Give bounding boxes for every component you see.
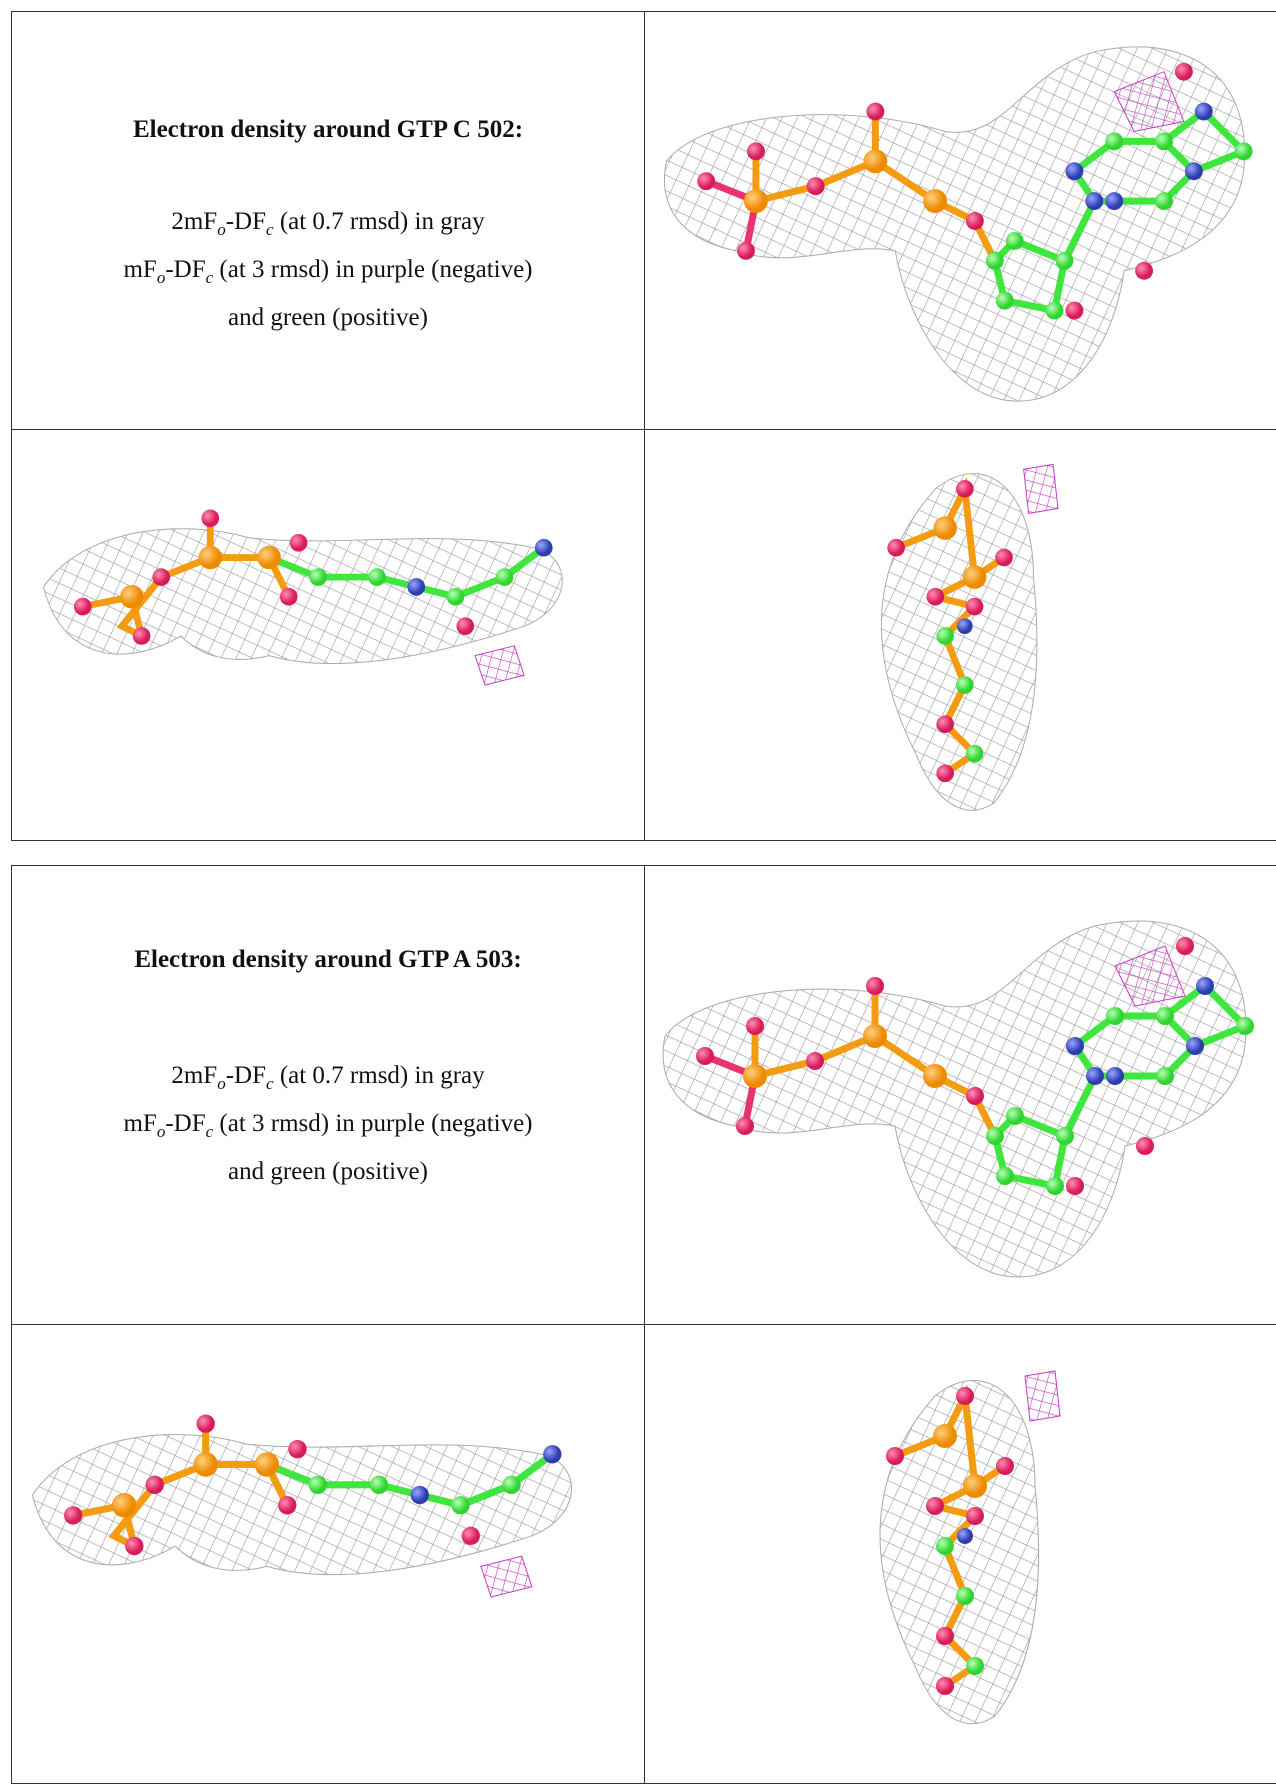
image-cell [11, 1324, 645, 1784]
text: c [266, 1074, 274, 1093]
panel-title: Electron density around GTP C 502: [12, 116, 644, 144]
image-cell [644, 11, 1276, 430]
legend-line: 2mFo-DFc (at 0.7 rmsd) in gray [12, 202, 644, 250]
legend: 2mFo-DFc (at 0.7 rmsd) in gray mFo-DFc (… [12, 202, 644, 338]
density-image [12, 430, 642, 840]
density-image [645, 430, 1263, 840]
legend-line: and green (positive) [12, 1152, 644, 1192]
legend: 2mFo-DFc (at 0.7 rmsd) in gray mFo-DFc (… [12, 1056, 644, 1192]
legend-line: mFo-DFc (at 3 rmsd) in purple (negative) [12, 1104, 644, 1152]
text-cell: Electron density around GTP C 502: 2mFo-… [11, 11, 645, 430]
text: (at 0.7 rmsd) in gray [274, 208, 485, 235]
text: 2mF [171, 1062, 217, 1089]
text: -DF [165, 256, 205, 283]
image-cell [644, 429, 1276, 841]
density-image [645, 12, 1263, 428]
density-image [645, 866, 1263, 1324]
image-cell [644, 865, 1276, 1325]
text: -DF [165, 1110, 205, 1137]
text: and green (positive) [228, 1158, 428, 1185]
text: (at 0.7 rmsd) in gray [274, 1062, 485, 1089]
density-image [12, 1325, 642, 1765]
text: 2mF [171, 208, 217, 235]
legend-line: mFo-DFc (at 3 rmsd) in purple (negative) [12, 250, 644, 298]
text-cell: Electron density around GTP A 503: 2mFo-… [11, 865, 645, 1325]
panel-title: Electron density around GTP A 503: [12, 946, 644, 974]
text: o [217, 1074, 226, 1093]
text: c [266, 220, 274, 239]
legend-line: and green (positive) [12, 298, 644, 338]
text: mF [123, 1110, 156, 1137]
image-cell [11, 429, 645, 841]
density-image [645, 1325, 1263, 1765]
text: (at 3 rmsd) in purple (negative) [213, 256, 532, 283]
legend-line: 2mFo-DFc (at 0.7 rmsd) in gray [12, 1056, 644, 1104]
text: -DF [226, 1062, 266, 1089]
text: mF [123, 256, 156, 283]
text: o [217, 220, 226, 239]
page: Electron density around GTP C 502: 2mFo-… [0, 0, 1276, 1772]
text: and green (positive) [228, 304, 428, 331]
text: (at 3 rmsd) in purple (negative) [213, 1110, 532, 1137]
image-cell [644, 1324, 1276, 1784]
text: -DF [226, 208, 266, 235]
